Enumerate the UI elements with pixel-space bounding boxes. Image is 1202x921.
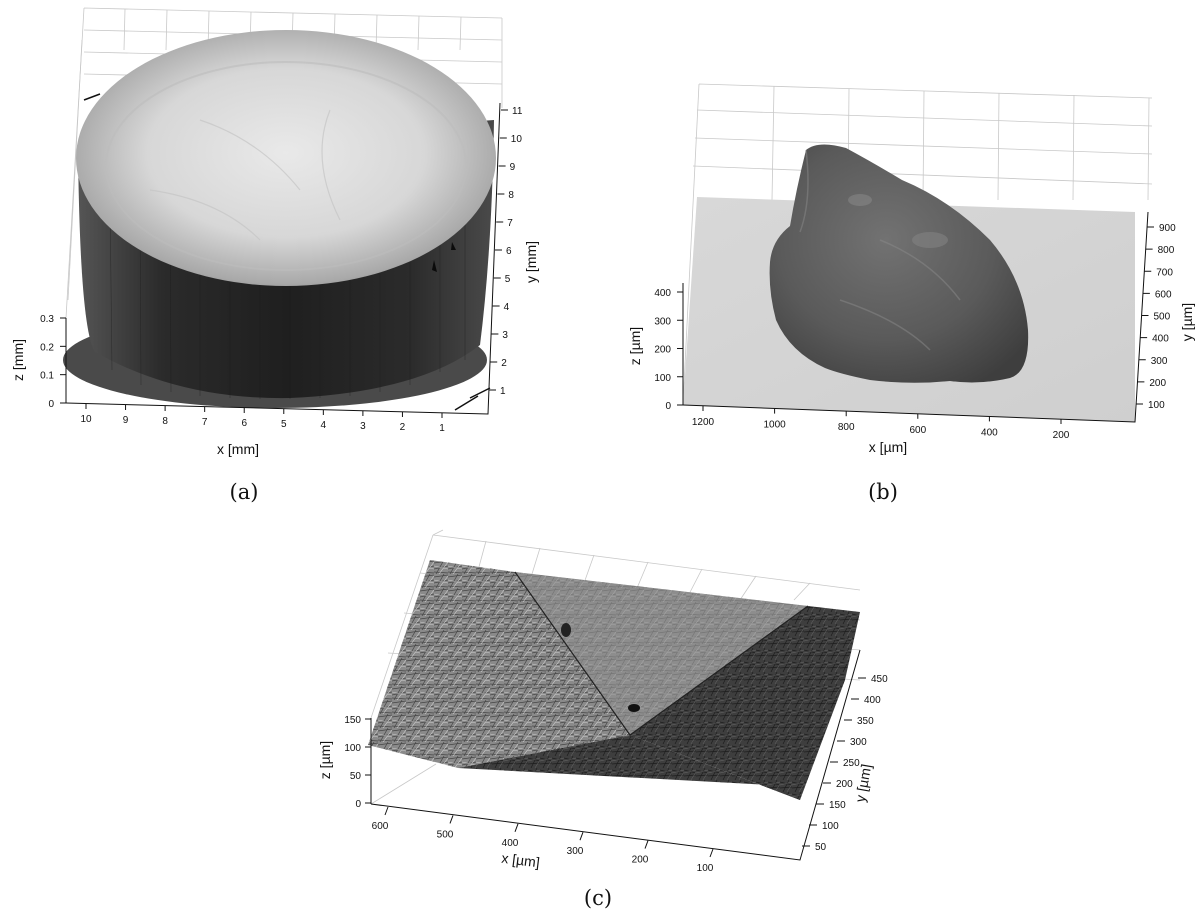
panel-c-pit-floor	[458, 735, 800, 800]
x-ticks-label: 400	[502, 838, 519, 849]
x-ticks-label: 800	[838, 422, 855, 433]
x-ticks-label: 1	[439, 423, 445, 434]
y-ticks-label: 100	[1148, 400, 1165, 411]
panel-b-gridlines	[682, 83, 1153, 406]
panel-a-cup-surface	[76, 30, 496, 286]
z-ticks-label: 100	[344, 743, 361, 754]
panel-b-z-axis-label: z [µm]	[627, 327, 643, 365]
y-ticks-label: 450	[871, 674, 888, 685]
x-ticks-label: 2	[400, 422, 406, 433]
y-ticks-label: 100	[822, 821, 839, 832]
y-ticks-label: 1	[500, 386, 506, 397]
z-ticks-label: 0.1	[40, 371, 54, 382]
y-ticks-label: 4	[504, 302, 510, 313]
y-ticks-label: 400	[1152, 334, 1169, 345]
z-ticks-label: 100	[654, 373, 671, 384]
panel-c-surface-left	[368, 560, 630, 768]
panel-c-surface-right	[630, 606, 860, 800]
x-ticks-label: 100	[697, 863, 714, 874]
panel-a-y-axis-label: y [mm]	[523, 241, 539, 283]
x-ticks-label: 200	[632, 855, 649, 866]
panel-c-x-axis-label: x [µm]	[501, 850, 541, 871]
z-ticks-label: 200	[654, 345, 671, 356]
panel-c-y-axis-label: y [µm]	[852, 763, 874, 804]
x-ticks-label: 500	[437, 829, 454, 840]
x-ticks-label: 9	[123, 415, 129, 426]
y-ticks-label: 3	[502, 330, 508, 341]
x-ticks-label: 3	[360, 421, 366, 432]
y-ticks-label: 10	[511, 134, 523, 145]
y-ticks-label: 250	[843, 758, 860, 769]
tick-mark	[709, 848, 714, 858]
panel-b-axes	[682, 211, 1149, 423]
panel-a-cylinder-plot: x [mm] y [mm] z [mm] 10 9 8 7 6 5 4 3 2 112345678…	[10, 7, 539, 504]
panel-b-ticks: 1200 1000 800 600 400 20010020030040050060070…	[654, 223, 1176, 441]
x-ticks-label: 600	[909, 425, 926, 436]
panel-c-ticks: 6005004003002001005010015020025030035040…	[344, 674, 888, 874]
y-ticks-label: 300	[1151, 356, 1168, 367]
panel-c-z-axis-label: z [µm]	[317, 741, 333, 779]
y-ticks-label: 400	[864, 695, 881, 706]
y-ticks-label: 500	[1154, 312, 1171, 323]
y-ticks-label: 11	[512, 106, 523, 117]
y-ticks-label: 200	[1149, 378, 1166, 389]
panel-a-z-axis-label: z [mm]	[10, 339, 26, 381]
tick-mark	[644, 840, 649, 849]
y-ticks-label: 300	[850, 737, 867, 748]
y-ticks-label: 800	[1158, 245, 1175, 256]
z-ticks-label: 0	[355, 799, 361, 810]
y-ticks-label: 350	[857, 716, 874, 727]
tick-mark	[449, 815, 454, 824]
y-ticks-label: 5	[505, 274, 511, 285]
y-ticks-label: 900	[1159, 223, 1176, 234]
panel-b-caption: (b)	[868, 480, 898, 504]
panel-c-caption: (c)	[584, 886, 612, 910]
y-ticks-label: 9	[510, 162, 516, 173]
z-ticks-label: 0.2	[40, 342, 54, 353]
x-ticks-label: 4	[321, 420, 327, 431]
y-ticks-label: 600	[1155, 289, 1172, 300]
y-ticks-label: 2	[501, 358, 507, 369]
z-ticks-label: 0.3	[40, 314, 54, 325]
z-ticks-label: 50	[350, 771, 362, 782]
x-ticks-label: 400	[981, 427, 998, 438]
z-ticks-label: 150	[344, 715, 361, 726]
y-ticks-label: 700	[1156, 267, 1173, 278]
z-ticks-label: 400	[654, 288, 671, 299]
y-ticks-label: 6	[506, 246, 512, 257]
z-ticks-label: 0	[48, 399, 54, 410]
panel-b-particle	[769, 144, 1029, 383]
panel-a-axes	[65, 102, 501, 415]
tick-mark	[579, 832, 584, 841]
z-ticks-label: 300	[654, 316, 671, 327]
x-ticks-label: 1200	[692, 417, 715, 428]
panel-b-y-axis-label: y [µm]	[1179, 303, 1195, 341]
z-ticks-label: 0	[665, 401, 671, 412]
x-ticks-label: 5	[281, 419, 287, 430]
x-ticks-label: 7	[202, 417, 208, 428]
panel-c-indent-plot: x [µm] y [µm] z [µm] 6005004003002001005…	[317, 529, 888, 910]
panel-a-x-axis-label: x [mm]	[217, 441, 259, 457]
x-ticks-label: 10	[80, 414, 92, 425]
panel-c-axes	[370, 649, 861, 861]
y-ticks-label: 200	[836, 779, 853, 790]
tick-mark	[384, 806, 389, 816]
tick-mark	[514, 823, 519, 832]
y-ticks-label: 150	[829, 800, 846, 811]
x-ticks-label: 1000	[763, 420, 786, 431]
x-ticks-label: 6	[241, 418, 247, 429]
y-ticks-label: 7	[507, 218, 513, 229]
x-ticks-label: 8	[162, 416, 168, 427]
panel-b-particle-plot: x [µm] y [µm] z [µm] 1200 1000 800 600 400 20…	[627, 83, 1195, 504]
y-ticks-label: 8	[508, 190, 514, 201]
x-ticks-label: 600	[372, 821, 389, 832]
x-ticks-label: 200	[1053, 430, 1070, 441]
panel-a-caption: (a)	[230, 480, 259, 504]
y-ticks-label: 50	[815, 842, 827, 853]
panel-b-x-axis-label: x [µm]	[869, 439, 907, 455]
x-ticks-label: 300	[567, 846, 584, 857]
